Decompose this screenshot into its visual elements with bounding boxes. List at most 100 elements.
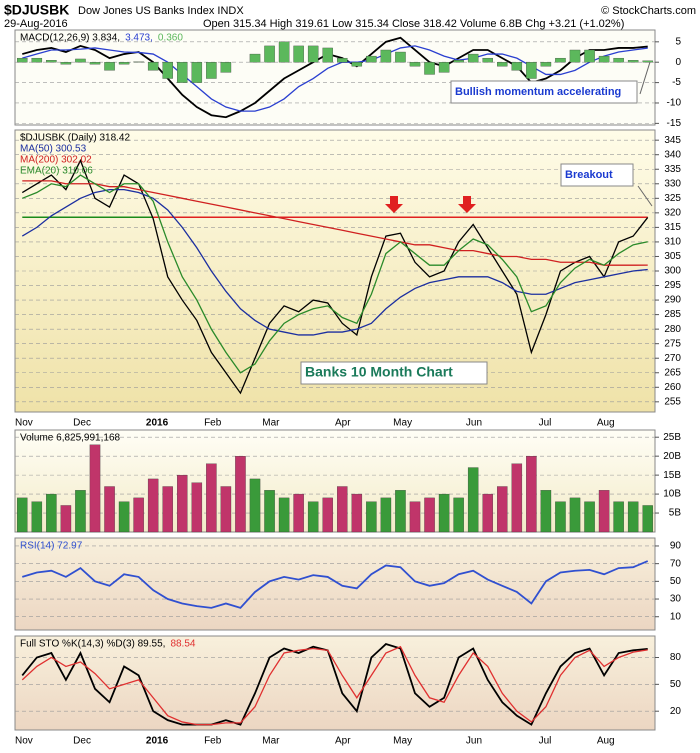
legend-entry: $DJUSBK (Daily) 318.42 — [20, 133, 130, 144]
y-tick-label: 335 — [664, 164, 681, 175]
bar — [424, 498, 434, 532]
bar — [61, 505, 71, 532]
y-tick-label: 30 — [670, 594, 682, 605]
x-tick-label: Aug — [597, 736, 615, 747]
bar — [468, 54, 478, 62]
bar — [526, 456, 536, 532]
legend-entry: MACD(12,26,9) 3.834, — [20, 33, 120, 44]
bar — [410, 62, 420, 66]
bar — [643, 505, 653, 532]
y-tick-label: 340 — [664, 149, 681, 160]
x-tick-label: 2016 — [146, 736, 169, 747]
bar — [46, 60, 56, 62]
legend-entry: MA(200) 302.02 — [20, 155, 92, 166]
bar — [235, 456, 245, 532]
bar — [294, 46, 304, 62]
legend-entry: EMA(20) 310.06 — [20, 166, 93, 177]
bar — [134, 498, 144, 532]
bar — [177, 62, 187, 82]
bar — [628, 502, 638, 532]
bar — [104, 62, 114, 70]
bar — [454, 498, 464, 532]
bar — [323, 498, 333, 532]
y-tick-label: -5 — [672, 77, 681, 88]
bar — [264, 490, 274, 532]
bar — [308, 46, 318, 62]
y-tick-label: 80 — [670, 652, 682, 663]
bar — [555, 58, 565, 62]
bar — [279, 498, 289, 532]
x-tick-label: Mar — [262, 418, 280, 429]
y-tick-label: 320 — [664, 207, 681, 218]
x-tick-label: Jun — [466, 418, 482, 429]
x-tick-label: Dec — [73, 736, 91, 747]
bar — [439, 62, 449, 72]
bar — [526, 62, 536, 78]
x-tick-label: Feb — [204, 736, 222, 747]
bar — [439, 494, 449, 532]
bar — [454, 60, 464, 62]
bar — [628, 60, 638, 62]
bar — [483, 494, 493, 532]
y-tick-label: 0 — [675, 57, 681, 68]
bar — [32, 58, 42, 62]
symbol: $DJUSBK — [4, 2, 69, 18]
bar — [599, 490, 609, 532]
bar — [279, 42, 289, 62]
y-tick-label: 330 — [664, 178, 681, 189]
bar — [119, 62, 129, 64]
bar — [206, 62, 216, 78]
y-tick-label: 70 — [670, 558, 682, 569]
y-tick-label: 275 — [664, 338, 681, 349]
bar — [119, 502, 129, 532]
x-tick-label: Dec — [73, 418, 91, 429]
y-tick-label: 300 — [664, 266, 681, 277]
bar — [584, 50, 594, 62]
y-tick-label: 295 — [664, 280, 681, 291]
y-tick-label: 10B — [663, 489, 681, 500]
x-tick-label: Jul — [539, 736, 552, 747]
y-tick-label: 310 — [664, 237, 681, 248]
bar — [337, 486, 347, 532]
bar — [541, 490, 551, 532]
annotation: Bullish momentum accelerating — [455, 86, 621, 98]
x-tick-label: Feb — [204, 418, 222, 429]
y-tick-label: -10 — [667, 98, 682, 109]
legend-entry: MA(50) 300.53 — [20, 144, 87, 155]
bar — [221, 486, 231, 532]
bar — [90, 445, 100, 532]
bar — [206, 464, 216, 532]
bar — [424, 62, 434, 74]
y-tick-label: 285 — [664, 309, 681, 320]
bar — [366, 502, 376, 532]
y-tick-label: 265 — [664, 367, 681, 378]
y-tick-label: 255 — [664, 396, 681, 407]
bar — [250, 479, 260, 532]
y-tick-label: -15 — [667, 118, 682, 129]
y-tick-label: 50 — [670, 679, 682, 690]
bar — [468, 468, 478, 532]
legend-entry: 88.54 — [170, 639, 195, 650]
bar — [148, 479, 158, 532]
x-tick-label: Nov — [15, 736, 33, 747]
x-tick-label: Aug — [597, 418, 615, 429]
legend-entry: RSI(14) 72.97 — [20, 541, 83, 552]
bar — [163, 62, 173, 78]
y-tick-label: 290 — [664, 295, 681, 306]
x-tick-label: Nov — [15, 418, 33, 429]
bar — [177, 475, 187, 532]
bar — [352, 494, 362, 532]
y-tick-label: 325 — [664, 193, 681, 204]
bar — [381, 498, 391, 532]
x-tick-label: Jun — [466, 736, 482, 747]
bar — [221, 62, 231, 72]
bar — [541, 62, 551, 66]
date: 29-Aug-2016 — [4, 18, 68, 30]
legend-entry: 0.360 — [158, 33, 183, 44]
bar — [104, 486, 114, 532]
bar — [90, 62, 100, 64]
x-tick-label: May — [393, 418, 412, 429]
quote: Open 315.34 High 319.61 Low 315.34 Close… — [203, 18, 624, 30]
x-tick-label: May — [393, 736, 412, 747]
